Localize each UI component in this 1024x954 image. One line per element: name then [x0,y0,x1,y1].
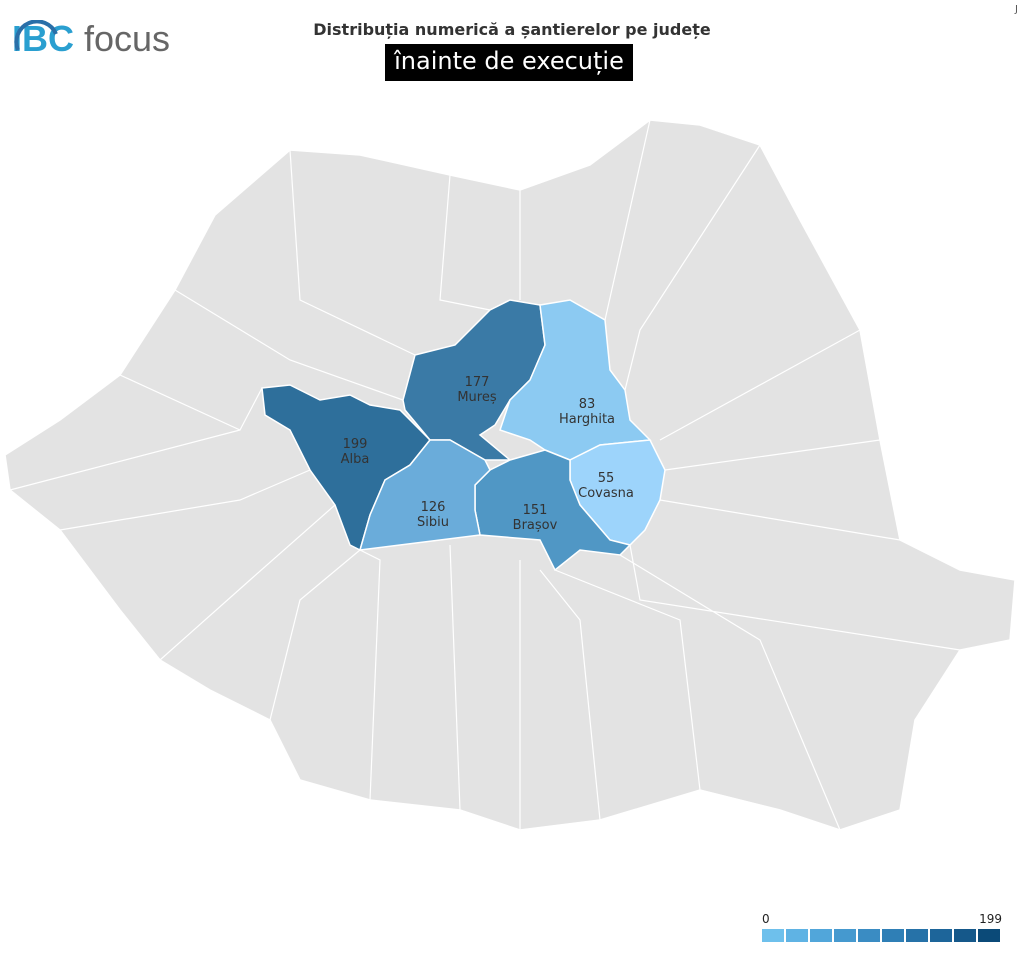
legend-step-7 [930,929,952,942]
logo-focus: focus [84,18,171,59]
legend-step-2 [810,929,832,942]
region-name-sibiu: Sibiu [417,515,449,530]
legend-max: 199 [979,912,1002,926]
region-name-covasna: Covasna [578,486,634,501]
legend-step-8 [954,929,976,942]
region-value-harghita: 83 [579,397,596,412]
legend-scale [762,929,1000,942]
page-subtitle: înainte de execuție [385,44,633,81]
region-name-harghita: Harghita [559,412,615,427]
corner-mark: J [1015,4,1018,15]
county-borders [9,119,961,831]
legend-step-5 [882,929,904,942]
legend-step-9 [978,929,1000,942]
region-name-mures: Mureș [457,390,497,405]
logo: IBC focus [12,18,170,60]
region-value-covasna: 55 [598,471,615,486]
region-value-mures: 177 [465,375,490,390]
region-name-alba: Alba [341,452,370,467]
logo-arc-icon [14,20,58,51]
region-name-brasov: Brașov [513,518,558,533]
legend-step-1 [786,929,808,942]
page-title: Distribuția numerică a șantierelor pe ju… [313,20,711,39]
region-sibiu[interactable] [358,439,491,551]
region-value-sibiu: 126 [421,500,446,515]
legend-step-3 [834,929,856,942]
legend-step-0 [762,929,784,942]
legend-step-4 [858,929,880,942]
region-value-alba: 199 [343,437,368,452]
region-brasov[interactable] [474,449,632,572]
legend-step-6 [906,929,928,942]
legend-min: 0 [762,912,770,926]
region-value-brasov: 151 [523,503,548,518]
